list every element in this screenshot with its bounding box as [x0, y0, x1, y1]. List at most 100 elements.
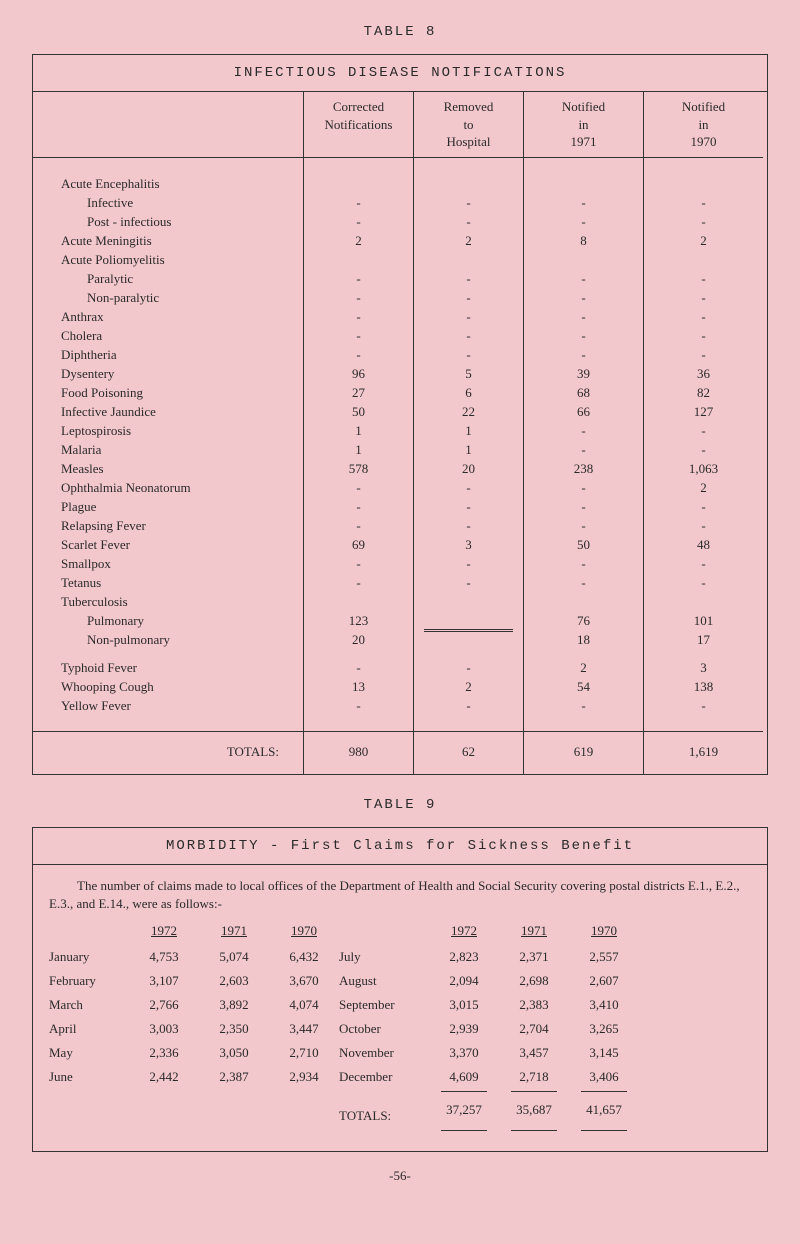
row-value: - [523, 270, 643, 289]
spacer [339, 1089, 429, 1098]
claims-value: 2,710 [269, 1041, 339, 1065]
row-value: - [523, 498, 643, 517]
claims-value: 3,265 [569, 1017, 639, 1041]
row-label: Tetanus [33, 574, 303, 593]
spacer [643, 650, 763, 659]
row-value [413, 631, 523, 650]
spacer [199, 1089, 269, 1098]
month-label: November [339, 1041, 429, 1065]
row-label: Scarlet Fever [33, 536, 303, 555]
row-value [523, 251, 643, 270]
row-value: - [643, 194, 763, 213]
row-value: 1 [413, 441, 523, 460]
spacer [49, 923, 129, 945]
row-value [413, 175, 523, 194]
claims-value: 2,607 [569, 969, 639, 993]
claims-value: 3,003 [129, 1017, 199, 1041]
row-value: - [303, 194, 413, 213]
row-label: Non-pulmonary [33, 631, 303, 650]
row-value: - [413, 270, 523, 289]
year-header: 1971 [199, 923, 269, 945]
row-value: 1,063 [643, 460, 763, 479]
row-value: - [413, 574, 523, 593]
row-value: - [523, 346, 643, 365]
row-value: - [523, 213, 643, 232]
row-label: Relapsing Fever [33, 517, 303, 536]
row-value: - [643, 574, 763, 593]
row-label: Acute Poliomyelitis [33, 251, 303, 270]
claims-value: 3,370 [429, 1041, 499, 1065]
row-value: 2 [413, 232, 523, 251]
row-label: Smallpox [33, 555, 303, 574]
row-value: - [523, 555, 643, 574]
row-value: 578 [303, 460, 413, 479]
row-value: - [643, 270, 763, 289]
claims-value: 2,371 [499, 945, 569, 969]
spacer [269, 1089, 339, 1098]
month-label: January [49, 945, 129, 969]
spacer [413, 650, 523, 659]
row-value: 2 [523, 659, 643, 678]
totals-label: TOTALS: [339, 1098, 429, 1128]
row-value: - [643, 422, 763, 441]
row-value [303, 251, 413, 270]
row-value: - [643, 498, 763, 517]
row-label: Dysentery [33, 365, 303, 384]
row-value: - [413, 659, 523, 678]
spacer [413, 716, 523, 731]
spacer [523, 158, 643, 175]
claims-value: 2,442 [129, 1065, 199, 1089]
row-value: 48 [643, 536, 763, 555]
page-number: -56- [32, 1168, 768, 1184]
row-label: Diphtheria [33, 346, 303, 365]
row-value: 17 [643, 631, 763, 650]
year-header: 1972 [429, 923, 499, 945]
row-value: - [303, 498, 413, 517]
table8-colhead: Notifiedin1970 [643, 92, 763, 158]
row-value: - [523, 441, 643, 460]
table9-container: MORBIDITY - First Claims for Sickness Be… [32, 827, 768, 1152]
spacer [523, 716, 643, 731]
claims-value: 2,350 [199, 1017, 269, 1041]
row-value: - [413, 346, 523, 365]
claims-value: 2,704 [499, 1017, 569, 1041]
spacer [413, 158, 523, 175]
row-value: 1 [413, 422, 523, 441]
spacer [199, 1128, 269, 1137]
claims-value: 2,823 [429, 945, 499, 969]
row-value: 54 [523, 678, 643, 697]
row-value: - [303, 555, 413, 574]
row-label: Leptospirosis [33, 422, 303, 441]
table8-colhead: RemovedtoHospital [413, 92, 523, 158]
totals-value: 62 [413, 731, 523, 774]
row-value: - [523, 289, 643, 308]
row-value: - [413, 697, 523, 716]
row-value: 82 [643, 384, 763, 403]
spacer [49, 1128, 129, 1137]
claims-value: 3,015 [429, 993, 499, 1017]
row-value: 50 [523, 536, 643, 555]
row-value: - [523, 479, 643, 498]
row-value: 20 [413, 460, 523, 479]
row-value: - [523, 194, 643, 213]
row-label: Tuberculosis [33, 593, 303, 612]
row-value [523, 593, 643, 612]
spacer [303, 158, 413, 175]
row-value: - [643, 327, 763, 346]
claims-value: 2,336 [129, 1041, 199, 1065]
claims-value: 5,074 [199, 945, 269, 969]
row-value: 2 [413, 678, 523, 697]
row-value: 69 [303, 536, 413, 555]
claims-value: 2,383 [499, 993, 569, 1017]
claims-value: 4,609 [429, 1065, 499, 1089]
month-label: February [49, 969, 129, 993]
claims-value: 3,050 [199, 1041, 269, 1065]
row-value: - [303, 346, 413, 365]
table8-colhead: Notifiedin1971 [523, 92, 643, 158]
month-label: June [49, 1065, 129, 1089]
spacer [269, 1128, 339, 1137]
row-label: Pulmonary [33, 612, 303, 631]
row-value: - [303, 289, 413, 308]
row-value: - [303, 517, 413, 536]
row-value: 76 [523, 612, 643, 631]
